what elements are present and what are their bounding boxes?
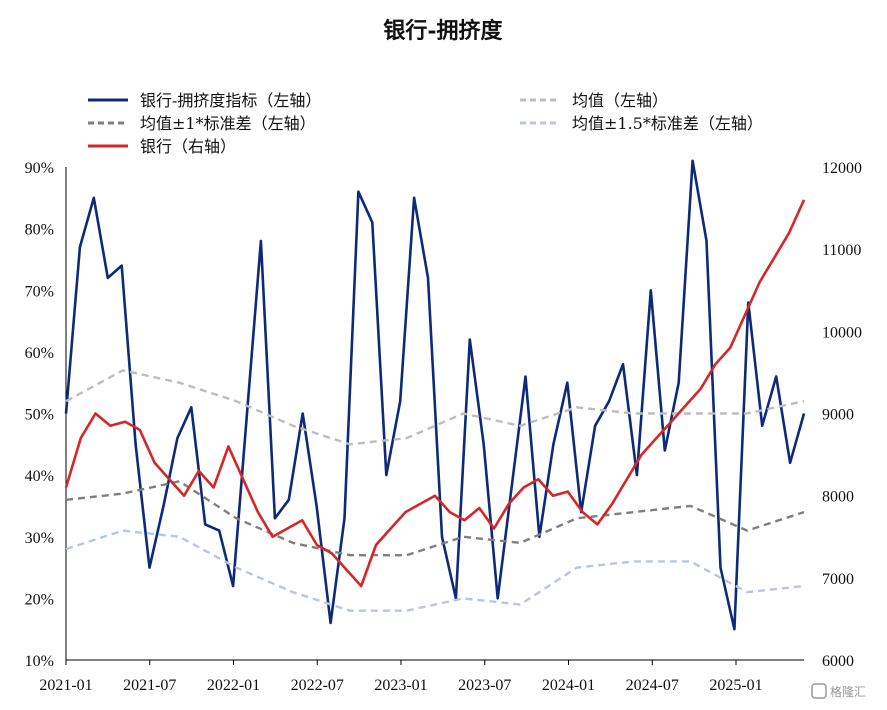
series-line-crowding [64, 159, 806, 631]
x-tick-label: 2022-01 [207, 677, 260, 694]
y-left-tick-label: 40% [25, 468, 54, 485]
chart-title: 银行-拥挤度 [383, 18, 503, 44]
legend-label-std15: 均值±1.5*标准差（左轴） [572, 114, 763, 133]
series-line-std1 [65, 480, 805, 557]
legend: 银行-拥挤度指标（左轴） 均值（左轴） 均值±1*标准差（左轴） 均值±1.5*… [88, 91, 763, 156]
y-right-tick-label: 11000 [822, 242, 861, 259]
y-left-tick-label: 10% [25, 653, 54, 670]
x-tick-label: 2024-07 [626, 677, 679, 694]
watermark-text: 格隆汇 [830, 684, 866, 699]
x-tick-label: 2023-07 [458, 677, 511, 694]
legend-label-std1: 均值±1*标准差（左轴） [140, 114, 316, 133]
y-left-tick-label: 30% [25, 530, 54, 547]
axes: 10% 20% 30% 40% 50% 60% 70% 80% 90% 6000 7000 8000 9… [25, 160, 862, 694]
y-right-tick-label: 12000 [822, 160, 862, 177]
series-line-bank [64, 199, 806, 588]
x-tick-label: 2021-01 [39, 677, 92, 694]
series-line-mean [65, 369, 805, 446]
y-left-tick-label: 50% [25, 407, 54, 424]
legend-label-mean: 均值（左轴） [572, 91, 668, 110]
y-right-tick-label: 10000 [822, 324, 862, 341]
series-layer [64, 159, 806, 631]
x-tick-label: 2025-01 [709, 677, 762, 694]
y-left-tick-label: 20% [25, 591, 54, 608]
y-right-tick-label: 6000 [822, 653, 854, 670]
legend-label-bank: 银行（右轴） [140, 137, 236, 156]
y-left-tick-label: 60% [25, 345, 54, 362]
watermark-logo-icon [811, 683, 827, 699]
legend-label-crowding: 银行-拥挤度指标（左轴） [140, 91, 321, 110]
x-tick-label: 2024-01 [542, 677, 595, 694]
x-tick-label: 2023-01 [374, 677, 427, 694]
y-right-tick-label: 9000 [822, 407, 854, 424]
y-right-tick-label: 7000 [822, 571, 854, 588]
series-line-std15 [65, 529, 805, 612]
watermark: 格隆汇 [811, 683, 866, 699]
y-left-tick-label: 70% [25, 283, 54, 300]
y-left-tick-label: 90% [25, 160, 54, 177]
x-tick-label: 2021-07 [123, 677, 176, 694]
x-tick-label: 2022-07 [291, 677, 344, 694]
y-right-tick-label: 8000 [822, 489, 854, 506]
y-left-tick-label: 80% [25, 222, 54, 239]
